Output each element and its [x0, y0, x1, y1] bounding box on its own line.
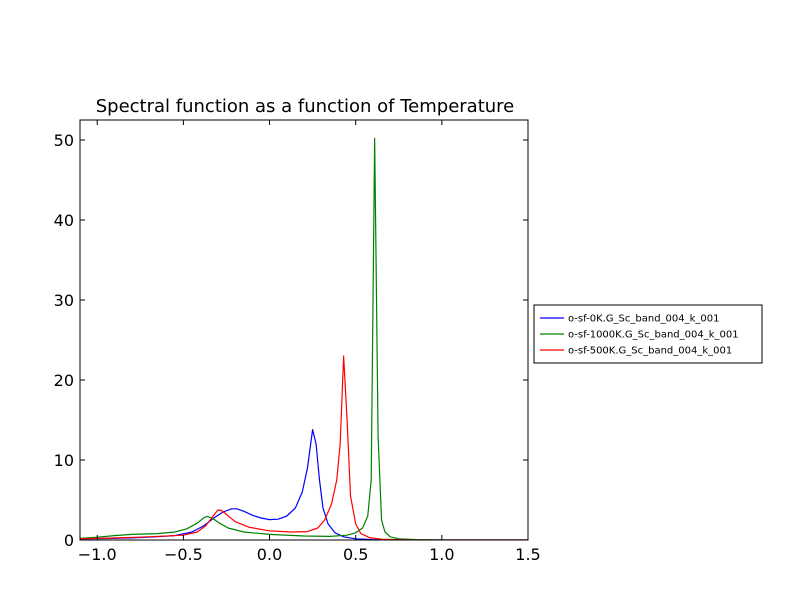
y-tick-label: 10 [54, 451, 74, 470]
y-tick-label: 0 [64, 531, 74, 550]
series-line-0 [80, 429, 528, 540]
axes-frame [79, 119, 529, 541]
y-tick-label: 20 [54, 371, 74, 390]
y-tick-label: 30 [54, 291, 74, 310]
series-line-2 [80, 355, 528, 540]
y-tick-label: 40 [54, 211, 74, 230]
chart-title: Spectral function as a function of Tempe… [96, 96, 515, 117]
x-tick-label: 1.5 [515, 545, 540, 564]
x-tick-label: 0.0 [257, 545, 282, 564]
legend-label-1: o-sf-1000K.G_Sc_band_004_k_001 [568, 330, 739, 341]
axes: −1.0 −0.5 0.0 0.5 1.0 1.5 0 10 20 30 40 50 [54, 119, 541, 564]
plot-area [80, 137, 528, 540]
legend-label-2: o-sf-500K.G_Sc_band_004_k_001 [568, 346, 732, 357]
series-group [80, 137, 528, 540]
x-tick-label: 0.5 [343, 545, 368, 564]
series-line-1 [80, 137, 528, 540]
x-tick-label: −1.0 [78, 545, 117, 564]
y-tick-label: 50 [54, 131, 74, 150]
legend-box [533, 304, 763, 364]
x-tick-label: 1.0 [429, 545, 454, 564]
legend-label-0: o-sf-0K.G_Sc_band_004_k_001 [568, 314, 720, 325]
legend: o-sf-0K.G_Sc_band_004_k_001 o-sf-1000K.G_… [533, 304, 763, 364]
x-tick-label: −0.5 [164, 545, 203, 564]
